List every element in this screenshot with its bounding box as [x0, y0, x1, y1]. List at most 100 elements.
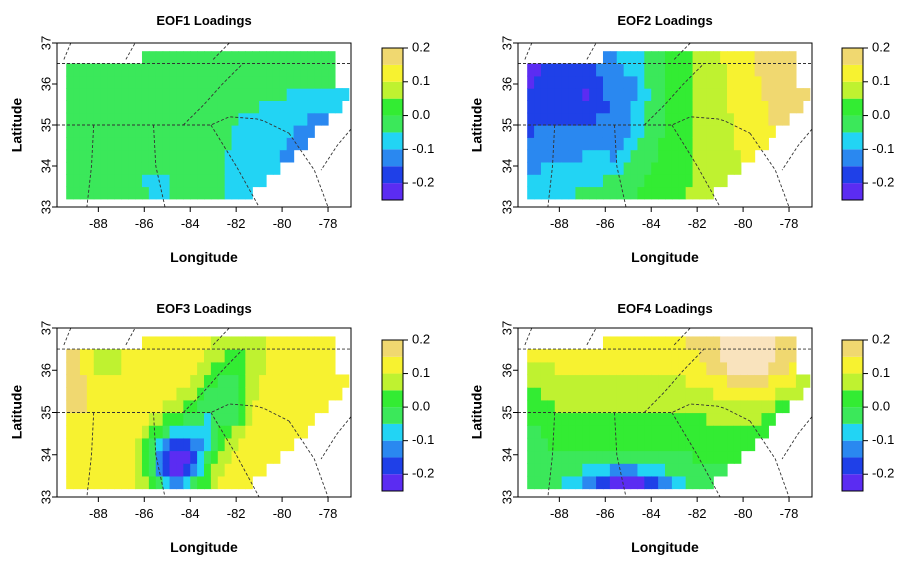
heatmap-cell — [66, 100, 74, 114]
heatmap-cell — [561, 88, 570, 101]
heatmap-cell — [217, 463, 226, 477]
heatmap-cell — [685, 100, 694, 114]
heatmap-cell — [692, 161, 701, 175]
heatmap-cell — [210, 88, 219, 101]
state-border-line — [643, 63, 705, 126]
heatmap-cell — [554, 361, 563, 376]
heatmap-cell — [204, 75, 212, 89]
heatmap-cell — [568, 149, 577, 163]
heatmap-cell — [266, 450, 274, 464]
heatmap-cell — [231, 51, 240, 65]
heatmap-cell — [155, 361, 164, 376]
heatmap-cell — [238, 149, 246, 163]
heatmap-cell — [183, 149, 191, 163]
heatmap-cell — [314, 112, 322, 126]
heatmap-cell — [252, 137, 260, 151]
heatmap-cell — [802, 88, 811, 101]
heatmap-cell — [609, 399, 618, 414]
heatmap-cell — [279, 125, 288, 138]
heatmap-cell — [733, 425, 742, 439]
heatmap-cell — [293, 137, 302, 151]
eof2-state-borders — [518, 42, 813, 208]
heatmap-cell — [286, 336, 295, 350]
x-tick-label: -88 — [89, 216, 108, 231]
heatmap-cell — [224, 51, 233, 65]
heatmap-cell — [314, 399, 322, 414]
heatmap-cell — [616, 475, 625, 490]
heatmap-cell — [148, 412, 157, 426]
heatmap-cell — [231, 336, 240, 350]
heatmap-cell — [685, 125, 694, 138]
heatmap-cell — [190, 174, 198, 188]
heatmap-cell — [155, 399, 164, 414]
heatmap-cell — [252, 387, 260, 401]
heatmap-cell — [775, 374, 783, 388]
heatmap-cell — [334, 100, 343, 114]
heatmap-cell — [637, 75, 645, 89]
heatmap-cell — [231, 174, 240, 188]
heatmap-cell — [561, 399, 570, 414]
heatmap-cell — [169, 450, 178, 464]
x-tick-label: -86 — [135, 506, 154, 521]
heatmap-cell — [678, 75, 687, 89]
heatmap-cell — [596, 437, 604, 452]
eof1-state-borders — [57, 42, 352, 208]
heatmap-cell — [183, 412, 191, 426]
heatmap-cell — [286, 125, 295, 138]
heatmap-cell — [740, 361, 749, 376]
heatmap-cell — [190, 463, 198, 477]
heatmap-cell — [204, 463, 212, 477]
heatmap-cell — [79, 149, 88, 163]
heatmap-cell — [245, 112, 253, 126]
heatmap-cell — [79, 374, 88, 388]
heatmap-cell — [286, 63, 295, 77]
y-tick-label: 34 — [499, 448, 514, 462]
heatmap-cell — [609, 437, 618, 452]
heatmap-cell — [789, 361, 797, 376]
heatmap-cell — [733, 51, 742, 65]
heatmap-cell — [554, 100, 563, 114]
heatmap-cell — [259, 149, 267, 163]
heatmap-cell — [148, 463, 157, 477]
heatmap-cell — [259, 125, 267, 138]
heatmap-cell — [589, 137, 597, 151]
heatmap-cell — [685, 399, 694, 414]
heatmap-cell — [121, 374, 129, 388]
heatmap-cell — [100, 161, 109, 175]
heatmap-cell — [100, 112, 109, 126]
heatmap-cell — [754, 88, 763, 101]
heatmap-cell — [561, 161, 570, 175]
heatmap-cell — [73, 63, 81, 77]
heatmap-cell — [266, 100, 274, 114]
heatmap-cell — [155, 51, 164, 65]
state-border-line — [671, 124, 721, 208]
heatmap-cell — [169, 387, 178, 401]
heatmap-cell — [671, 374, 680, 388]
heatmap-cell — [582, 387, 590, 401]
heatmap-cell — [602, 63, 611, 77]
heatmap-cell — [658, 374, 666, 388]
heatmap-cell — [224, 125, 233, 138]
colorbar-band — [842, 356, 863, 374]
heatmap-cell — [190, 361, 198, 376]
heatmap-cell — [727, 75, 735, 89]
heatmap-cell — [568, 475, 577, 490]
heatmap-cell — [540, 374, 549, 388]
eof2-title: EOF2 Loadings — [617, 13, 712, 28]
heatmap-cell — [561, 149, 570, 163]
heatmap-cell — [644, 186, 652, 200]
heatmap-cell — [582, 161, 590, 175]
colorbar-tick-label: 0.2 — [412, 39, 430, 54]
heatmap-cell — [162, 161, 171, 175]
heatmap-cell — [568, 63, 577, 77]
heatmap-cell — [286, 425, 295, 439]
heatmap-cell — [210, 463, 219, 477]
heatmap-cell — [183, 112, 191, 126]
heatmap-cell — [107, 463, 116, 477]
heatmap-cell — [602, 75, 611, 89]
heatmap-cell — [527, 450, 535, 464]
state-border-line — [524, 327, 533, 346]
heatmap-cell — [582, 425, 590, 439]
colorbar-band — [842, 132, 863, 150]
heatmap-cell — [300, 100, 308, 114]
